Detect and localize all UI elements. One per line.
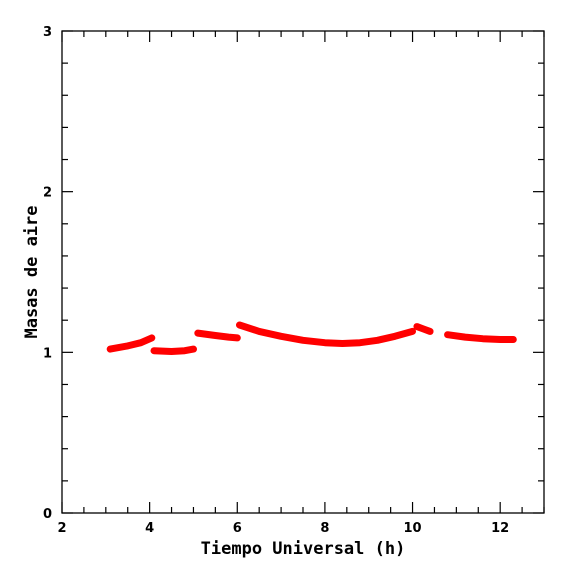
- minor-ticks: [62, 31, 545, 513]
- airmass-segment: [444, 331, 517, 343]
- airmass-segment: [413, 323, 434, 335]
- airmass-curves: [106, 321, 517, 355]
- y-axis-label: Masas de aire: [22, 205, 42, 338]
- y-tick-label: 2: [43, 186, 52, 201]
- x-axis-label: Tiempo Universal (h): [201, 539, 406, 559]
- x-tick-label: 2: [57, 521, 66, 536]
- y-tick-labels: 0 1 2 3: [43, 25, 52, 522]
- y-tick-label: 1: [43, 346, 52, 361]
- x-tick-label: 10: [403, 521, 421, 536]
- y-tick-label: 3: [43, 25, 52, 40]
- x-tick-label: 8: [320, 521, 329, 536]
- y-tick-label: 0: [43, 507, 52, 522]
- airmass-segment: [150, 345, 197, 355]
- airmass-segment: [106, 334, 156, 353]
- airmass-segment: [236, 321, 416, 347]
- x-tick-label: 12: [491, 521, 509, 536]
- airmass-segment: [194, 329, 241, 342]
- x-tick-label: 6: [233, 521, 242, 536]
- major-ticks: [61, 30, 544, 514]
- plot-frame: [61, 30, 545, 514]
- x-tick-label: 4: [145, 521, 154, 536]
- x-tick-labels: 2 4 6 8 10 12: [57, 521, 509, 536]
